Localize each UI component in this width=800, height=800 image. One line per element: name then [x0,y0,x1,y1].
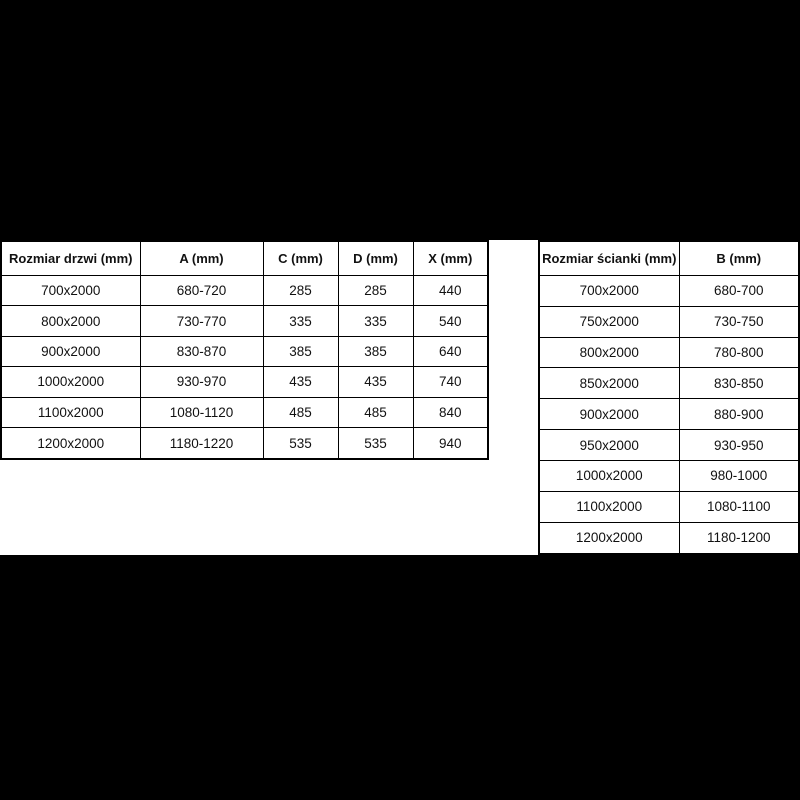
table-header-cell: D (mm) [337,240,414,276]
table-cell: 830-850 [678,367,800,400]
table-cell: 1080-1120 [139,396,264,429]
table-cell: 1000x2000 [538,459,680,492]
table-cell: 930-950 [678,429,800,461]
table-row: 1100x2000 1080-1120 485 485 840 [0,396,489,429]
table-cell: 850x2000 [538,367,680,400]
door-table-header: Rozmiar drzwi (mm) A (mm) C (mm) D (mm) X (m… [0,240,489,276]
table-cell: 830-870 [139,335,264,368]
table-cell: 535 [262,427,339,460]
table-cell: 900x2000 [538,398,680,431]
table-header-row: Rozmiar ścianki (mm) B (mm) [538,240,800,276]
table-row: 700x2000 680-700 [538,275,800,307]
white-panel: Rozmiar drzwi (mm) A (mm) C (mm) D (mm) X (m… [0,240,800,555]
table-cell: 930-970 [139,366,264,398]
door-dimensions-table: Rozmiar drzwi (mm) A (mm) C (mm) D (mm) X (m… [0,240,489,460]
table-row: 1100x2000 1080-1100 [538,490,800,523]
table-cell: 335 [262,305,339,337]
table-cell: 285 [337,274,414,307]
table-row: 900x2000 830-870 385 385 640 [0,335,489,368]
table-cell: 1200x2000 [0,427,141,460]
table-cell: 1080-1100 [678,490,800,523]
table-cell: 385 [337,335,414,368]
table-cell: 840 [412,396,489,429]
table-cell: 385 [262,335,339,368]
door-table-body: 700x2000 680-720 285 285 440 800x2000 730-770 3… [0,274,489,460]
table-cell: 435 [337,366,414,398]
table-row: 1000x2000 980-1000 [538,459,800,492]
table-cell: 780-800 [678,336,800,369]
table-header-cell: B (mm) [678,240,800,276]
table-cell: 1100x2000 [0,396,141,429]
table-cell: 750x2000 [538,305,680,338]
table-cell: 535 [337,427,414,460]
table-cell: 800x2000 [538,336,680,369]
table-header-cell: Rozmiar drzwi (mm) [0,240,141,276]
table-row: 800x2000 780-800 [538,336,800,369]
table-row: 1000x2000 930-970 435 435 740 [0,366,489,398]
table-cell: 730-770 [139,305,264,337]
table-cell: 680-700 [678,275,800,307]
table-cell: 435 [262,366,339,398]
table-row: 900x2000 880-900 [538,398,800,431]
wall-table-body: 700x2000 680-700 750x2000 730-750 800x2000 78… [538,275,800,555]
table-cell: 680-720 [139,274,264,307]
table-row: 850x2000 830-850 [538,367,800,400]
table-header-cell: X (mm) [412,240,489,276]
table-row: 1200x2000 1180-1220 535 535 940 [0,427,489,460]
wall-table-header: Rozmiar ścianki (mm) B (mm) [538,240,800,276]
table-header-row: Rozmiar drzwi (mm) A (mm) C (mm) D (mm) X (m… [0,240,489,276]
table-cell: 950x2000 [538,429,680,461]
table-cell: 800x2000 [0,305,141,337]
table-cell: 1180-1200 [678,521,800,555]
table-cell: 1200x2000 [538,521,680,555]
table-header-cell: C (mm) [262,240,339,276]
table-cell: 880-900 [678,398,800,431]
table-row: 700x2000 680-720 285 285 440 [0,274,489,307]
table-cell: 640 [412,335,489,368]
table-header-cell: A (mm) [139,240,264,276]
table-header-cell: Rozmiar ścianki (mm) [538,240,680,276]
table-row: 950x2000 930-950 [538,429,800,461]
table-row: 800x2000 730-770 335 335 540 [0,305,489,337]
wall-dimensions-table: Rozmiar ścianki (mm) B (mm) 700x2000 680-7… [538,240,800,555]
table-cell: 440 [412,274,489,307]
table-cell: 1000x2000 [0,366,141,398]
table-cell: 730-750 [678,305,800,338]
table-cell: 700x2000 [0,274,141,307]
table-cell: 485 [337,396,414,429]
table-row: 750x2000 730-750 [538,305,800,338]
table-cell: 740 [412,366,489,398]
table-cell: 980-1000 [678,459,800,492]
table-cell: 940 [412,427,489,460]
table-cell: 485 [262,396,339,429]
table-cell: 1180-1220 [139,427,264,460]
table-cell: 900x2000 [0,335,141,368]
table-cell: 700x2000 [538,275,680,307]
table-cell: 335 [337,305,414,337]
table-cell: 285 [262,274,339,307]
table-cell: 540 [412,305,489,337]
table-row: 1200x2000 1180-1200 [538,521,800,555]
table-cell: 1100x2000 [538,490,680,523]
